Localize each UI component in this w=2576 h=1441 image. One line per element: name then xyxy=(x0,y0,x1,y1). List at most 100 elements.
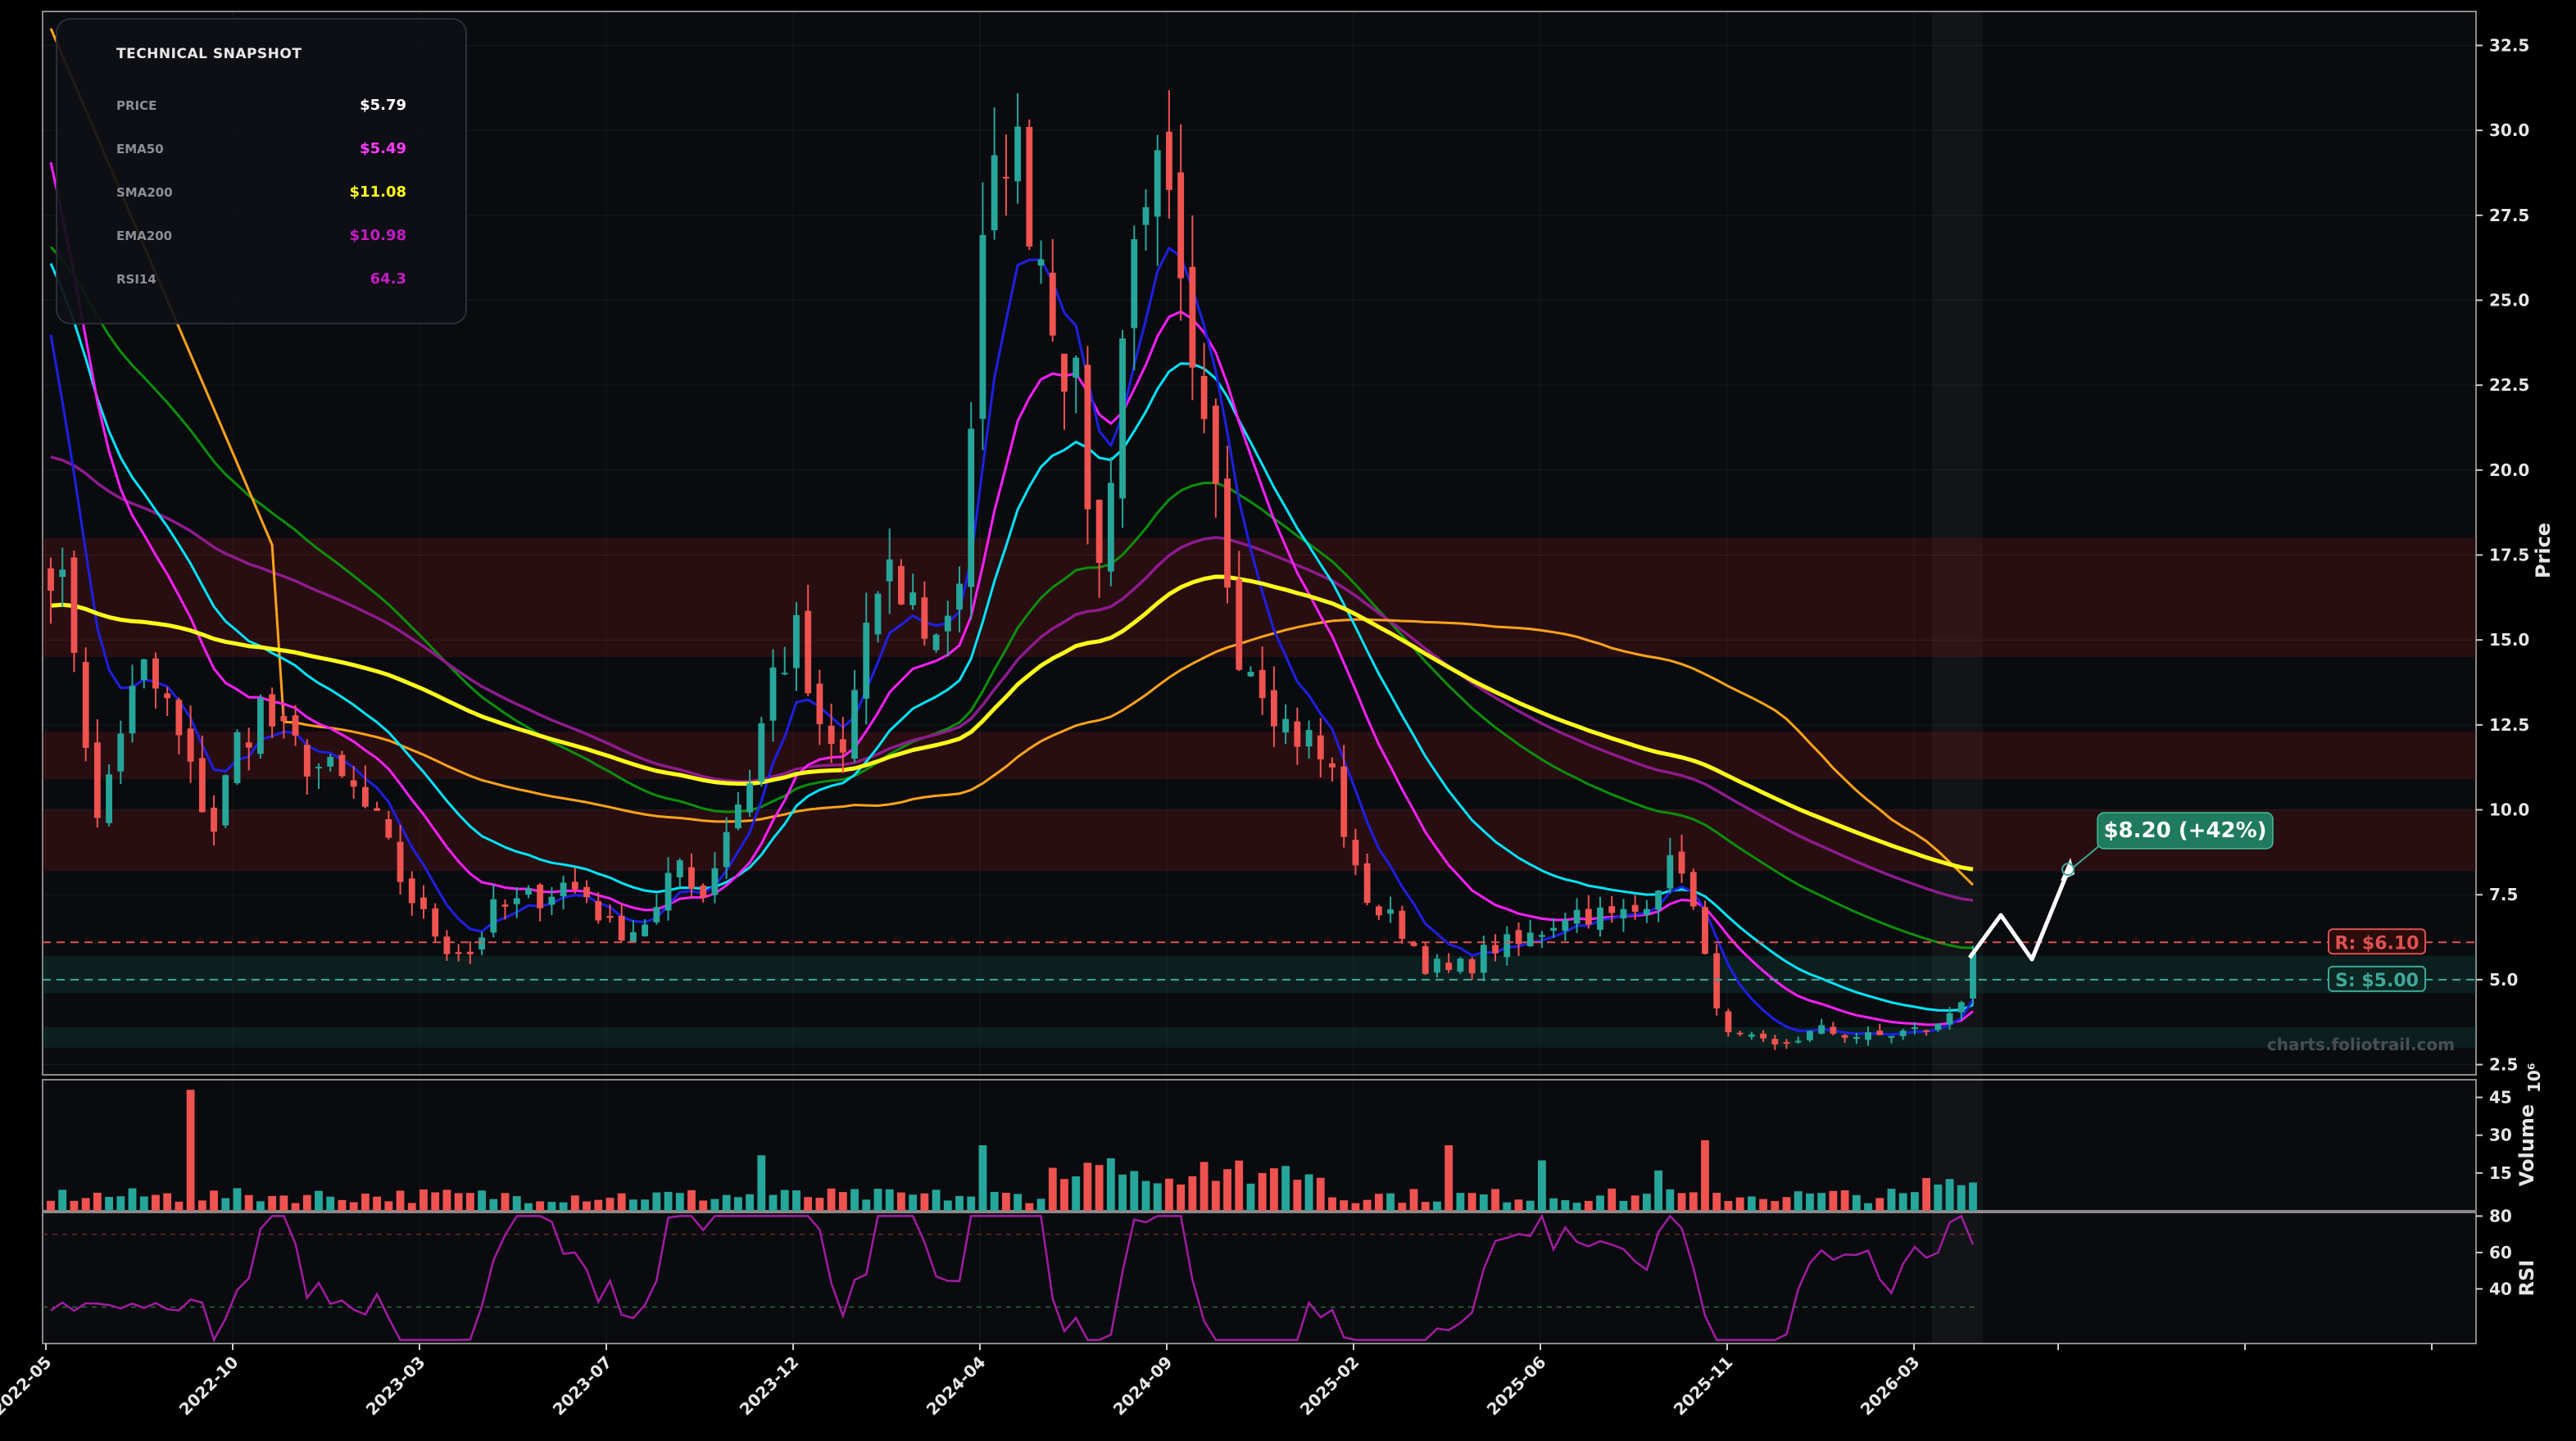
candle-body xyxy=(1189,266,1196,368)
volume-bar xyxy=(1258,1172,1267,1211)
candle-body xyxy=(676,860,683,877)
candle-body xyxy=(1526,932,1534,947)
candle-body xyxy=(1399,910,1406,940)
candle-body xyxy=(1888,1035,1895,1038)
candle-body xyxy=(1899,1031,1907,1036)
candle-body xyxy=(455,952,462,954)
technical-snapshot-panel: TECHNICAL SNAPSHOT PRICE $5.79 EMA50 $5.… xyxy=(56,18,467,324)
candle-body xyxy=(303,745,311,777)
volume-bar xyxy=(687,1190,696,1211)
candle-body xyxy=(1830,1026,1837,1034)
candle-body xyxy=(1457,958,1464,972)
candle-body xyxy=(408,878,415,904)
candle-body xyxy=(664,872,672,911)
volume-bar xyxy=(641,1199,650,1211)
candle-body xyxy=(805,610,812,694)
volume-bar xyxy=(210,1190,218,1211)
support-label: S: $5.00 xyxy=(2335,971,2419,991)
candle-body xyxy=(327,756,334,767)
zone-support xyxy=(43,1026,2476,1048)
candle-body xyxy=(642,924,649,936)
volume-bar xyxy=(1829,1190,1838,1211)
candle-body xyxy=(1771,1039,1779,1044)
candle-body xyxy=(1317,735,1324,759)
volume-bar xyxy=(1293,1180,1302,1211)
volume-bar xyxy=(1898,1193,1907,1211)
volume-bar xyxy=(1806,1193,1814,1211)
volume-bar xyxy=(291,1203,300,1211)
candle-body xyxy=(1550,927,1558,931)
candle-body xyxy=(1876,1031,1884,1035)
volume-bar xyxy=(279,1195,288,1211)
volume-bar xyxy=(1141,1180,1150,1211)
volume-bar xyxy=(407,1203,416,1211)
volume-bar xyxy=(420,1189,428,1211)
snapshot-value: $10.98 xyxy=(349,227,406,244)
x-tick-label: 2023-12 xyxy=(736,1353,803,1420)
volume-bar xyxy=(932,1190,941,1211)
candle-body xyxy=(1270,690,1277,727)
x-tick-label: 2023-07 xyxy=(549,1353,616,1420)
volume-bar xyxy=(81,1198,90,1211)
volume-bar xyxy=(978,1145,987,1211)
volume-bar xyxy=(780,1190,789,1211)
volume-bar xyxy=(373,1196,382,1211)
volume-bar xyxy=(1269,1168,1278,1211)
volume-bar xyxy=(1095,1165,1104,1211)
candle-body xyxy=(1468,958,1476,974)
volume-bar xyxy=(1130,1171,1139,1211)
volume-bar xyxy=(1048,1167,1057,1211)
sma200-line xyxy=(50,574,1974,872)
x-tick-label: 2026-03 xyxy=(1857,1353,1924,1420)
candle-body xyxy=(1573,909,1581,924)
candle-body xyxy=(1515,930,1522,945)
volume-bar xyxy=(873,1189,882,1211)
volume-bar xyxy=(1584,1200,1593,1211)
candle-body xyxy=(921,597,928,639)
volume-bar xyxy=(583,1201,591,1211)
price-tick-label: 15.0 xyxy=(2489,630,2529,650)
price-axis-label: Price xyxy=(2532,523,2555,578)
candle-body xyxy=(1853,1036,1860,1040)
volume-bar xyxy=(1572,1203,1581,1211)
volume-bar xyxy=(1072,1176,1081,1211)
volume-bar xyxy=(1922,1178,1931,1211)
rsi-tick-label: 40 xyxy=(2489,1279,2512,1298)
candle-body xyxy=(152,658,159,689)
volume-bar xyxy=(943,1200,952,1211)
price-tick-label: 25.0 xyxy=(2489,290,2529,310)
candle-body xyxy=(1597,907,1603,931)
volume-bar xyxy=(1794,1191,1803,1211)
volume-bar xyxy=(442,1190,451,1211)
snapshot-value: $5.79 xyxy=(360,97,406,114)
volume-bar xyxy=(862,1199,871,1211)
candle-body xyxy=(211,807,217,832)
candle-body xyxy=(1689,872,1697,907)
sma100-line xyxy=(49,28,1975,886)
volume-bar xyxy=(1025,1203,1034,1211)
candle-body xyxy=(1655,890,1662,910)
candle-body xyxy=(1410,942,1417,946)
volume-bar xyxy=(652,1192,661,1211)
price-tick-label: 22.5 xyxy=(2489,375,2529,395)
candle-body xyxy=(1282,718,1290,733)
volume-bar xyxy=(967,1196,976,1211)
volume-bar xyxy=(1316,1177,1325,1211)
volume-bar xyxy=(501,1193,510,1211)
candle-body xyxy=(70,557,78,653)
volume-bar xyxy=(710,1199,719,1211)
candle-body xyxy=(1305,730,1313,747)
volume-bar xyxy=(757,1155,766,1211)
projection-path xyxy=(1967,870,2070,962)
volume-bar xyxy=(186,1090,195,1211)
volume-bar xyxy=(58,1190,67,1211)
volume-bar xyxy=(1759,1199,1767,1211)
volume-bar xyxy=(1106,1158,1115,1211)
candle-body xyxy=(432,908,439,937)
volume-bar xyxy=(1514,1199,1523,1211)
volume-bar xyxy=(338,1199,347,1211)
volume-bar xyxy=(197,1200,206,1211)
candle-body xyxy=(338,754,346,777)
volume-tick-label: 30 xyxy=(2489,1126,2512,1145)
volume-bar xyxy=(1596,1195,1604,1211)
